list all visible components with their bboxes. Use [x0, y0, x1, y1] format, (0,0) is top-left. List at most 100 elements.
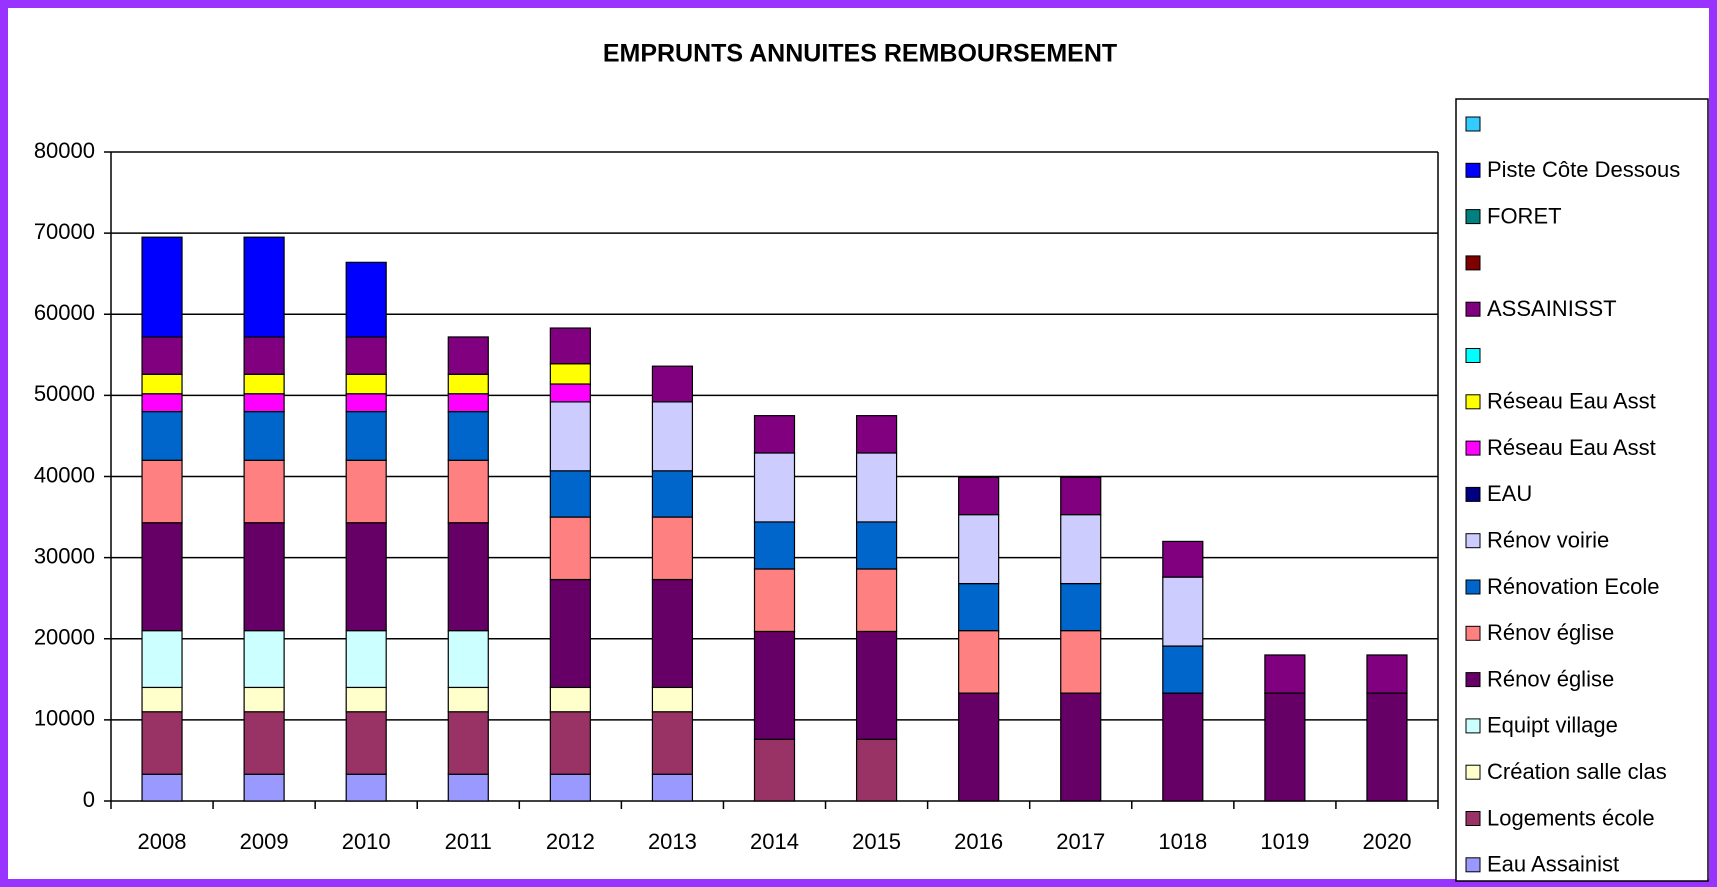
bar-segment [549, 383, 591, 403]
legend-label: FORET [1487, 203, 1562, 228]
bar-segment [345, 711, 387, 775]
legend-label: Piste Côte Dessous [1487, 157, 1680, 182]
bar-segment [141, 773, 183, 802]
bar-segment [243, 236, 285, 338]
x-tick-label: 2017 [1056, 829, 1105, 854]
bar-segment [141, 522, 183, 632]
bar-segment [447, 411, 489, 461]
bar-segment [855, 630, 898, 740]
bar-segment [345, 336, 387, 375]
legend-label: Rénovation Ecole [1487, 574, 1659, 599]
bar-segment [243, 459, 285, 524]
x-tick-label: 2020 [1362, 829, 1411, 854]
y-tick-label: 60000 [34, 300, 95, 325]
bar-segment [549, 686, 591, 713]
x-tick-label: 2012 [546, 829, 595, 854]
legend-label: Eau Assainist [1487, 852, 1619, 877]
y-tick-label: 80000 [34, 138, 95, 163]
y-tick-label: 70000 [34, 219, 95, 244]
legend-swatch [1465, 348, 1481, 363]
bar-segment [345, 686, 387, 713]
bar-segment [1060, 582, 1102, 632]
bar-segment [549, 401, 591, 472]
legend-swatch [1465, 394, 1481, 410]
bar-segment [141, 711, 183, 775]
bar-segment [141, 336, 183, 375]
bar-segment [651, 686, 694, 713]
bar-segment [855, 415, 898, 454]
bar-segment [447, 459, 489, 524]
bar-segment [141, 393, 183, 413]
legend-label: Equipt village [1487, 713, 1618, 738]
x-tick-label: 2016 [954, 829, 1003, 854]
x-tick-label: 2015 [852, 829, 901, 854]
bar-segment [1060, 692, 1102, 802]
bar-segment [1162, 645, 1204, 694]
y-tick-label: 20000 [34, 625, 95, 650]
bar-segment [1060, 514, 1102, 585]
bar-segment [549, 516, 591, 581]
bar-segment [1366, 654, 1408, 694]
bar-segment [651, 516, 694, 581]
bar-segment [1060, 476, 1102, 516]
bar-segment [958, 582, 1000, 632]
legend-label: Création salle clas [1487, 759, 1667, 784]
bar-segment [1162, 576, 1204, 647]
legend-swatch [1465, 764, 1481, 780]
bar-segment [447, 522, 489, 632]
bar-segment [753, 738, 796, 802]
legend-box [1455, 98, 1709, 882]
bar-segment [1162, 540, 1204, 578]
y-tick-label: 10000 [34, 706, 95, 731]
bar-segment [958, 476, 1000, 516]
bar-segment [345, 373, 387, 395]
bar-segment [243, 686, 285, 713]
bar-segment [447, 393, 489, 413]
bar-segment [447, 686, 489, 713]
bar-segment [753, 452, 796, 523]
bar-segment [447, 711, 489, 775]
y-tick-label: 40000 [34, 462, 95, 487]
bar-segment [549, 470, 591, 518]
x-tick-label: 2010 [342, 829, 391, 854]
bar-segment [243, 711, 285, 775]
x-tick-label: 2014 [750, 829, 799, 854]
legend-swatch [1465, 162, 1481, 178]
bar-segment [243, 411, 285, 461]
bar-segment [651, 470, 694, 518]
bar-segment [447, 630, 489, 689]
legend-label: Logements école [1487, 805, 1655, 830]
x-tick-label: 2009 [240, 829, 289, 854]
bar-segment [1264, 654, 1306, 694]
bar-segment [345, 459, 387, 524]
bar-segment [855, 521, 898, 570]
legend-swatch [1465, 255, 1481, 271]
bar-segment [447, 373, 489, 395]
bar-segment [1060, 630, 1102, 694]
bar-segment [243, 630, 285, 689]
bar-segment [958, 630, 1000, 694]
legend-swatch [1465, 533, 1481, 549]
chart-title: EMPRUNTS ANNUITES REMBOURSEMENT [603, 40, 1117, 68]
legend-swatch [1465, 486, 1481, 502]
legend-label: ASSAINISST [1487, 296, 1617, 321]
bar-segment [345, 522, 387, 632]
bar-segment [549, 773, 591, 802]
bar-segment [651, 365, 694, 403]
legend-label: EAU [1487, 481, 1532, 506]
legend-swatch [1465, 718, 1481, 734]
bar-segment [141, 411, 183, 461]
bar-segment [651, 711, 694, 775]
legend-swatch [1465, 625, 1481, 641]
bar-segment [447, 336, 489, 375]
bar-segment [753, 415, 796, 454]
legend-label: Réseau Eau Asst [1487, 389, 1656, 414]
x-tick-label: 1018 [1158, 829, 1207, 854]
bar-segment [855, 568, 898, 633]
bar-segment [753, 630, 796, 740]
legend-swatch [1465, 440, 1481, 456]
bar-segment [958, 692, 1000, 802]
bar-segment [447, 773, 489, 802]
bar-segment [1366, 692, 1408, 802]
